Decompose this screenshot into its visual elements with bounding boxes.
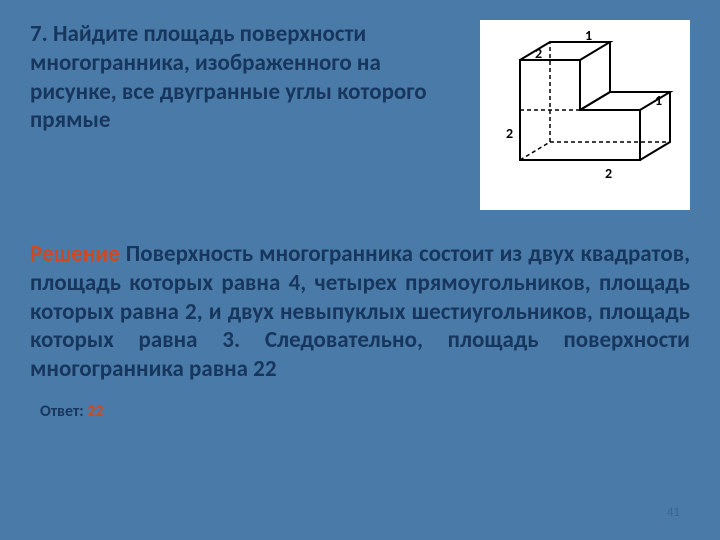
label-top: 1 bbox=[585, 30, 592, 44]
label-bottom: 2 bbox=[605, 165, 612, 182]
problem-text: Найдите площадь поверхности многогранник… bbox=[30, 20, 427, 134]
label-top-left: 2 bbox=[535, 45, 542, 62]
polyhedron-figure: 1 2 1 2 2 bbox=[480, 20, 690, 210]
label-left: 2 bbox=[506, 125, 513, 142]
answer-block: Ответ: 22 bbox=[40, 402, 690, 421]
label-right: 1 bbox=[655, 92, 662, 109]
solution-label: Решение bbox=[30, 240, 120, 268]
page-number: 41 bbox=[667, 505, 680, 520]
answer-value: 22 bbox=[87, 402, 103, 421]
problem-statement: 7. Найдите площадь поверхности многогран… bbox=[30, 20, 460, 210]
solution-text: Поверхность многогранника состоит из дву… bbox=[30, 240, 690, 383]
problem-number: 7. bbox=[30, 20, 48, 48]
answer-label: Ответ: bbox=[40, 402, 84, 421]
solution-block: Решение Поверхность многогранника состои… bbox=[30, 240, 690, 384]
